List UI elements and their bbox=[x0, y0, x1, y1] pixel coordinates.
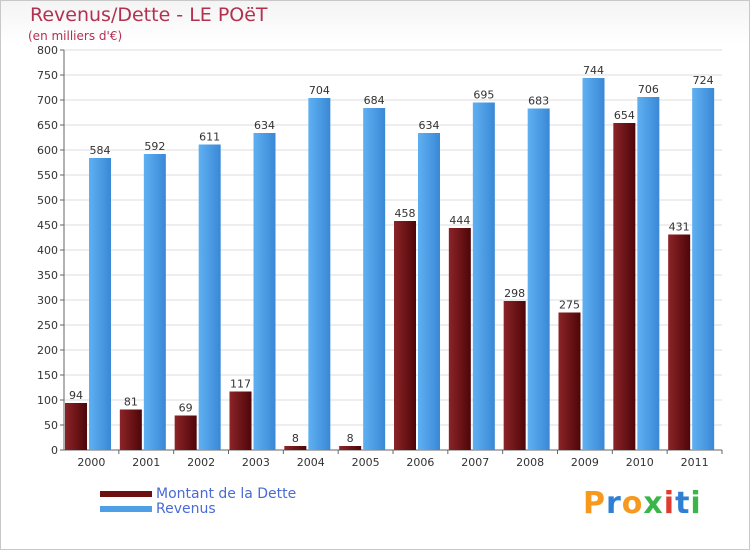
x-tick-label: 2000 bbox=[77, 456, 105, 469]
logo-letter: o bbox=[621, 486, 644, 521]
data-label-revenus: 684 bbox=[364, 94, 385, 107]
y-tick-label: 550 bbox=[37, 169, 58, 182]
logo-letter: i bbox=[663, 486, 676, 521]
y-tick-label: 150 bbox=[37, 369, 58, 382]
data-label-revenus: 706 bbox=[638, 83, 659, 96]
chart-subtitle: (en milliers d'€) bbox=[28, 29, 123, 43]
data-label-revenus: 704 bbox=[309, 84, 330, 97]
bar-revenus bbox=[308, 98, 331, 450]
data-label-dette: 94 bbox=[69, 389, 83, 402]
legend: Montant de la Dette Revenus bbox=[100, 485, 297, 517]
bar-dette bbox=[558, 312, 581, 450]
data-label-dette: 117 bbox=[230, 378, 251, 391]
bar-revenus bbox=[363, 108, 386, 450]
y-tick-label: 650 bbox=[37, 119, 58, 132]
x-tick-label: 2003 bbox=[242, 456, 270, 469]
data-label-revenus: 592 bbox=[144, 140, 165, 153]
y-tick-label: 100 bbox=[37, 394, 58, 407]
bar-dette bbox=[174, 415, 197, 450]
y-tick-label: 700 bbox=[37, 94, 58, 107]
logo-letter: x bbox=[643, 486, 664, 521]
data-label-revenus: 634 bbox=[419, 119, 440, 132]
data-label-dette: 444 bbox=[449, 214, 470, 227]
bar-revenus bbox=[418, 133, 440, 450]
data-label-revenus: 584 bbox=[90, 144, 111, 157]
data-label-dette: 69 bbox=[179, 402, 193, 415]
y-tick-label: 750 bbox=[37, 69, 58, 82]
bar-dette bbox=[613, 123, 636, 450]
bar-revenus bbox=[472, 102, 495, 450]
x-tick-label: 2004 bbox=[297, 456, 325, 469]
data-label-revenus: 695 bbox=[473, 89, 494, 102]
bar-dette bbox=[503, 301, 526, 450]
bar-dette bbox=[229, 391, 252, 450]
bar-revenus bbox=[527, 108, 550, 450]
data-label-dette: 654 bbox=[614, 109, 635, 122]
legend-swatch-dette bbox=[100, 490, 152, 497]
bar-revenus bbox=[582, 78, 605, 450]
x-tick-label: 2006 bbox=[406, 456, 434, 469]
x-tick-label: 2010 bbox=[626, 456, 654, 469]
legend-swatch-revenus bbox=[100, 505, 152, 512]
y-tick-label: 200 bbox=[37, 344, 58, 357]
y-tick-label: 300 bbox=[37, 294, 58, 307]
bar-dette bbox=[119, 409, 142, 450]
bar-dette bbox=[65, 403, 87, 450]
y-tick-label: 50 bbox=[44, 419, 58, 432]
logo-letter: P bbox=[583, 486, 606, 521]
bar-dette bbox=[284, 446, 307, 450]
x-tick-label: 2001 bbox=[132, 456, 160, 469]
x-tick-label: 2005 bbox=[352, 456, 380, 469]
bar-revenus bbox=[253, 133, 276, 450]
x-tick-label: 2009 bbox=[571, 456, 599, 469]
y-tick-label: 250 bbox=[37, 319, 58, 332]
bar-dette bbox=[394, 221, 416, 450]
logo-letter: r bbox=[606, 486, 622, 521]
logo-letter: t bbox=[675, 486, 691, 521]
data-label-revenus: 611 bbox=[199, 131, 220, 144]
bar-revenus bbox=[89, 158, 111, 450]
data-label-dette: 275 bbox=[559, 299, 580, 312]
legend-label-revenus: Revenus bbox=[156, 500, 216, 517]
legend-item-revenus: Revenus bbox=[100, 500, 296, 517]
chart-title: Revenus/Dette - LE POëT bbox=[30, 4, 268, 26]
data-label-dette: 81 bbox=[124, 396, 138, 409]
data-label-dette: 458 bbox=[395, 207, 416, 220]
y-tick-label: 450 bbox=[37, 219, 58, 232]
y-tick-label: 800 bbox=[37, 44, 58, 57]
bar-revenus bbox=[198, 144, 221, 450]
y-tick-label: 0 bbox=[51, 444, 58, 457]
bar-revenus bbox=[692, 88, 715, 450]
x-tick-label: 2002 bbox=[187, 456, 215, 469]
y-tick-label: 600 bbox=[37, 144, 58, 157]
legend-label-dette: Montant de la Dette bbox=[156, 485, 297, 502]
bar-dette bbox=[339, 446, 362, 450]
y-tick-label: 350 bbox=[37, 269, 58, 282]
bar-revenus bbox=[637, 97, 660, 450]
bar-dette bbox=[668, 234, 691, 450]
data-label-dette: 8 bbox=[292, 432, 299, 445]
legend-item-dette: Montant de la Dette bbox=[100, 485, 297, 502]
logo-letter: i bbox=[690, 486, 702, 521]
x-tick-label: 2008 bbox=[516, 456, 544, 469]
data-label-dette: 431 bbox=[669, 221, 690, 234]
bar-dette bbox=[448, 228, 471, 450]
data-label-dette: 8 bbox=[347, 432, 354, 445]
data-label-revenus: 744 bbox=[583, 64, 604, 77]
bar-revenus bbox=[143, 154, 166, 450]
data-label-revenus: 634 bbox=[254, 119, 275, 132]
x-tick-label: 2007 bbox=[461, 456, 489, 469]
x-tick-label: 2011 bbox=[681, 456, 709, 469]
y-tick-label: 400 bbox=[37, 244, 58, 257]
y-tick-label: 500 bbox=[37, 194, 58, 207]
proxiti-logo: P r o x i t i bbox=[583, 486, 702, 521]
data-label-dette: 298 bbox=[504, 287, 525, 300]
data-label-revenus: 683 bbox=[528, 95, 549, 108]
data-label-revenus: 724 bbox=[693, 74, 714, 87]
